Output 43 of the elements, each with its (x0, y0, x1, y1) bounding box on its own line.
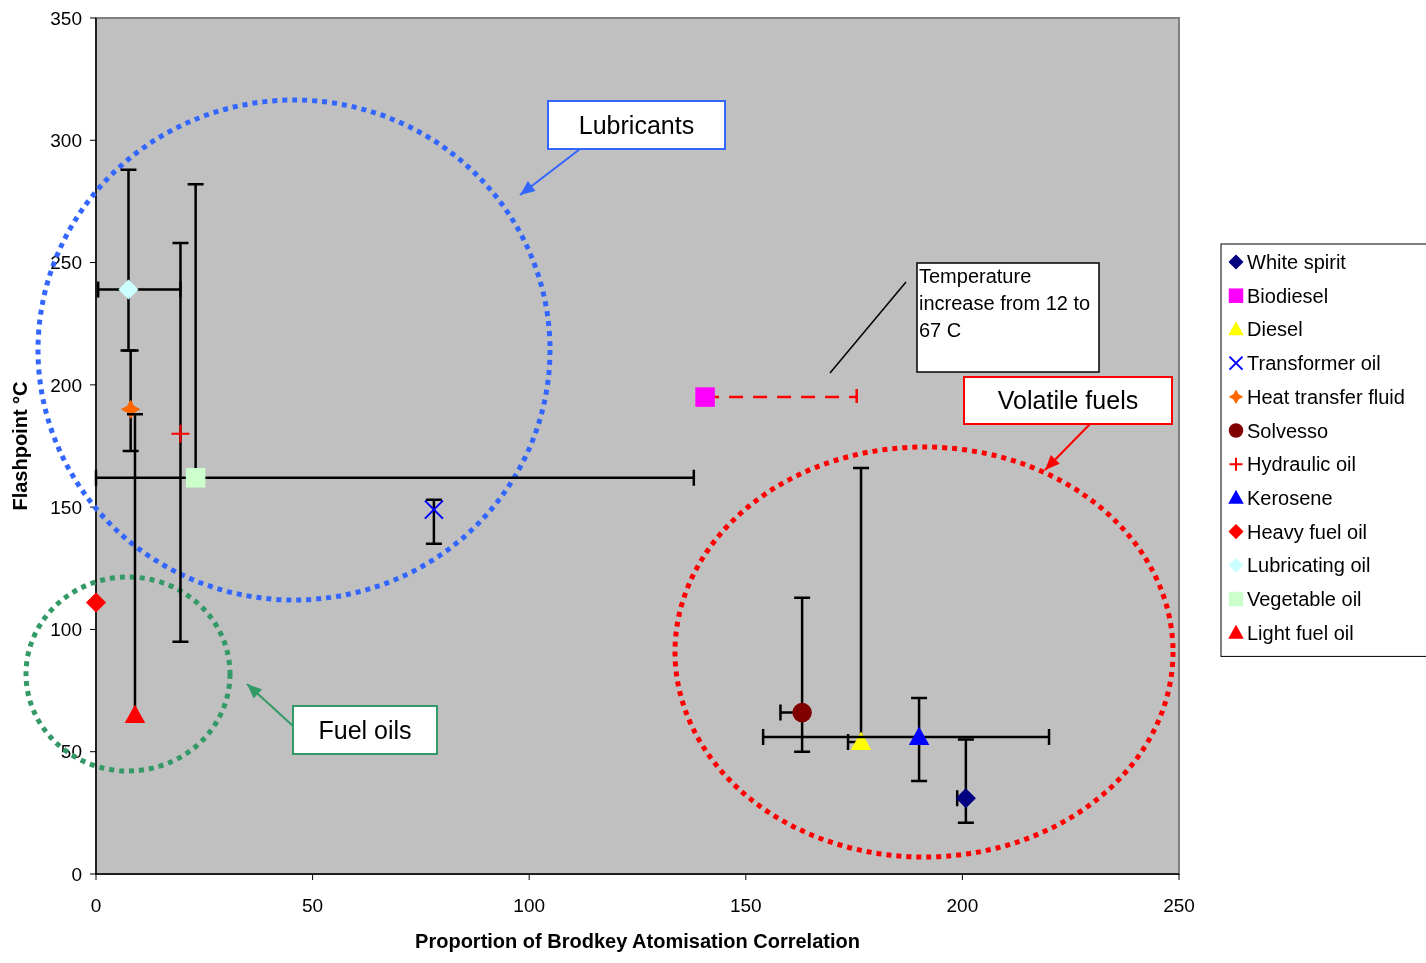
point (851, 732, 871, 750)
legend-label: Solvesso (1247, 419, 1329, 442)
legend-label: Hydraulic oil (1247, 453, 1356, 476)
annotation: Volatile fuels (997, 386, 1139, 415)
point (170, 423, 191, 444)
legend-label: Diesel (1247, 318, 1303, 341)
legend-label: Vegetable oil (1247, 588, 1362, 610)
point (909, 727, 929, 745)
y-tick-label: 150 (50, 496, 82, 518)
x-axis-title: Proportion of Brodkey Atomisation Correlation (415, 930, 860, 952)
legend-label: Transformer oil (1247, 352, 1381, 375)
point (86, 592, 106, 613)
annotation: Temperature increase from 12 to 67 C (919, 264, 1092, 343)
point (121, 399, 141, 419)
x-tick-label: 50 (302, 895, 324, 916)
point (423, 499, 444, 520)
legend-label: Heavy fuel oil (1247, 520, 1368, 543)
legend-label: Kerosene (1247, 486, 1333, 509)
x-tick-label: 200 (946, 895, 979, 916)
point (125, 705, 145, 723)
point (792, 702, 812, 723)
point (956, 788, 976, 808)
y-tick-label: 300 (50, 129, 82, 151)
point (185, 468, 206, 488)
y-tick-label: 0 (71, 863, 82, 885)
annotation: Fuel oils (318, 715, 412, 744)
y-tick-label: 200 (50, 374, 82, 396)
x-tick-label: 100 (513, 895, 546, 916)
legend-label: Light fuel oil (1247, 621, 1354, 644)
x-tick-label: 0 (90, 895, 102, 916)
y-tick-label: 350 (50, 7, 82, 29)
annotation: Lubricants (578, 110, 695, 139)
legend-label: Biodiesel (1247, 284, 1329, 307)
legend-label: Heat transfer fluid (1247, 385, 1405, 408)
y-tick-label: 100 (50, 619, 82, 641)
x-tick-label: 150 (729, 895, 762, 916)
legend-label: White spirit (1247, 251, 1347, 273)
point (118, 279, 139, 300)
legend-label: Lubricating oil (1247, 554, 1371, 577)
point (695, 387, 715, 407)
x-tick-label: 250 (1163, 895, 1195, 916)
y-tick-label: 250 (50, 252, 82, 274)
y-axis-title: Flashpoint °C (9, 381, 31, 511)
